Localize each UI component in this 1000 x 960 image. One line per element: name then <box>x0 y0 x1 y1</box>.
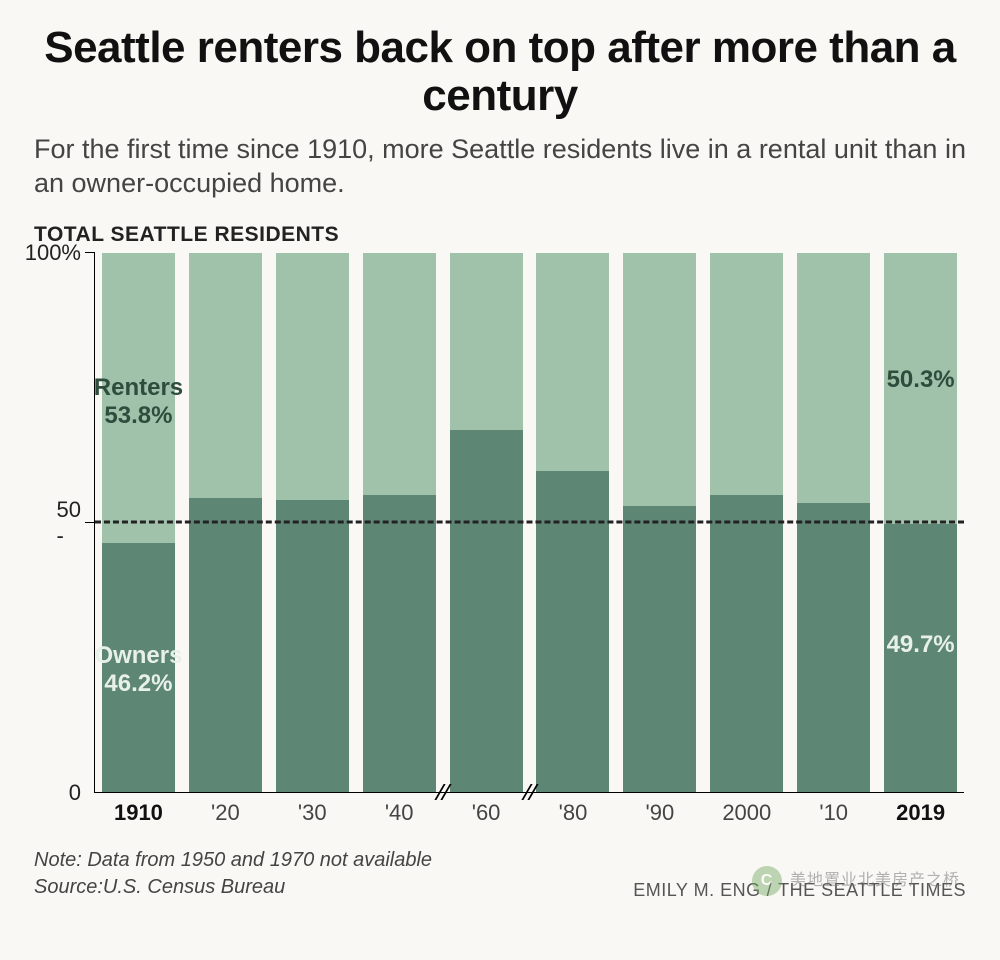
footnote-line-1: Note: Data from 1950 and 1970 not availa… <box>34 847 432 874</box>
y-tick-label: 0 <box>69 780 95 806</box>
x-tick-label: '30 <box>298 792 327 826</box>
segment-renters <box>623 253 696 506</box>
segment-renters <box>536 253 609 471</box>
axis-break-icon <box>434 784 452 800</box>
x-tick-label: '80 <box>559 792 588 826</box>
segment-renters <box>363 253 436 496</box>
renters-label: 50.3% <box>887 366 955 394</box>
segment-owners <box>710 495 783 791</box>
segment-owners <box>363 495 436 791</box>
chart-subtitle: For the first time since 1910, more Seat… <box>34 133 966 201</box>
axis-break-icon <box>521 784 539 800</box>
x-tick-label: 1910 <box>114 792 163 826</box>
x-tick-label: '40 <box>385 792 414 826</box>
segment-owners <box>450 430 523 791</box>
segment-renters <box>189 253 262 498</box>
segment-owners <box>189 498 262 792</box>
owners-label: Owners46.2% <box>94 642 182 697</box>
owners-label: 49.7% <box>887 631 955 659</box>
reference-line-50 <box>95 521 964 524</box>
x-tick-label: '10 <box>819 792 848 826</box>
x-tick-label: 2019 <box>896 792 945 826</box>
y-axis-title: TOTAL SEATTLE RESIDENTS <box>34 223 966 247</box>
watermark-badge: C <box>752 866 782 896</box>
segment-renters <box>797 253 870 504</box>
segment-owners <box>623 506 696 792</box>
segment-owners <box>536 471 609 792</box>
credit-author: EMILY M. ENG <box>633 880 760 900</box>
x-tick-label: '90 <box>646 792 675 826</box>
watermark-text: 美地置业北美房产之桥 <box>790 872 960 889</box>
footnote-line-2: Source:U.S. Census Bureau <box>34 874 432 901</box>
chart-title: Seattle renters back on top after more t… <box>34 24 966 119</box>
segment-renters <box>276 253 349 501</box>
chart-container: Renters53.8%Owners46.2%1910'20'30'40'60'… <box>40 253 966 793</box>
plot-area: Renters53.8%Owners46.2%1910'20'30'40'60'… <box>94 253 964 793</box>
x-tick-label: 2000 <box>722 792 771 826</box>
segment-owners <box>797 503 870 791</box>
footnote: Note: Data from 1950 and 1970 not availa… <box>34 847 432 901</box>
x-tick-label: '20 <box>211 792 240 826</box>
segment-renters <box>450 253 523 431</box>
segment-owners <box>276 500 349 791</box>
segment-renters <box>710 253 783 496</box>
x-tick-label: '60 <box>472 792 501 826</box>
watermark: C 美地置业北美房产之桥 <box>752 866 960 896</box>
renters-label: Renters53.8% <box>94 374 183 429</box>
y-tick-label: 50 - <box>57 497 95 549</box>
y-tick-label: 100% <box>25 240 95 266</box>
